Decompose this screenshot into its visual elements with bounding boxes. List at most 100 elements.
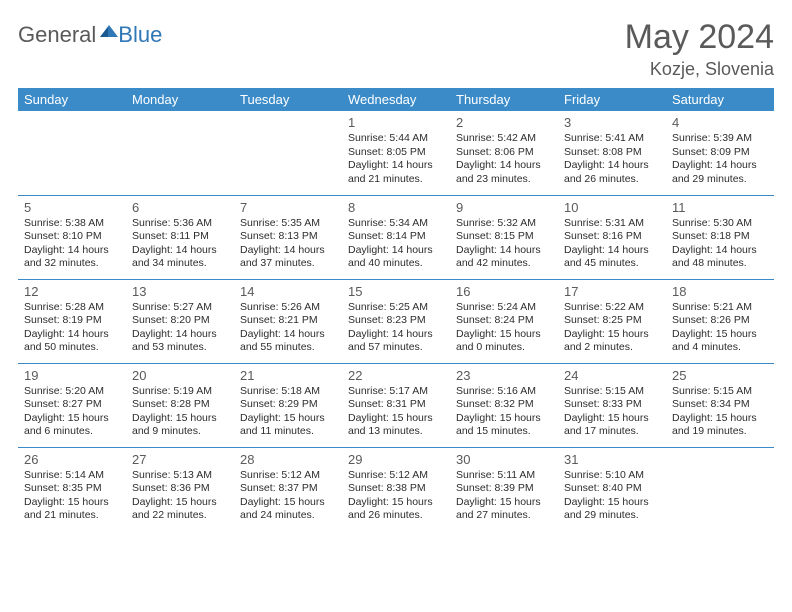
sunrise-text: Sunrise: 5:39 AM — [672, 132, 768, 146]
daylight-text: Daylight: 14 hours — [348, 328, 444, 342]
col-sunday: Sunday — [18, 88, 126, 111]
sunrise-text: Sunrise: 5:42 AM — [456, 132, 552, 146]
daylight-text: and 22 minutes. — [132, 509, 228, 523]
daylight-text: Daylight: 14 hours — [24, 328, 120, 342]
day-number: 10 — [564, 200, 660, 215]
day-number: 16 — [456, 284, 552, 299]
day-number: 23 — [456, 368, 552, 383]
calendar-cell: 13Sunrise: 5:27 AMSunset: 8:20 PMDayligh… — [126, 279, 234, 363]
calendar-table: Sunday Monday Tuesday Wednesday Thursday… — [18, 88, 774, 531]
logo-sail-icon — [100, 23, 120, 39]
daylight-text: Daylight: 15 hours — [240, 496, 336, 510]
sunset-text: Sunset: 8:13 PM — [240, 230, 336, 244]
calendar-cell: 18Sunrise: 5:21 AMSunset: 8:26 PMDayligh… — [666, 279, 774, 363]
header: General Blue May 2024 Kozje, Slovenia — [18, 18, 774, 80]
daylight-text: Daylight: 14 hours — [348, 159, 444, 173]
sunset-text: Sunset: 8:25 PM — [564, 314, 660, 328]
sunrise-text: Sunrise: 5:12 AM — [240, 469, 336, 483]
calendar-cell: 27Sunrise: 5:13 AMSunset: 8:36 PMDayligh… — [126, 447, 234, 531]
sunrise-text: Sunrise: 5:38 AM — [24, 217, 120, 231]
daylight-text: and 9 minutes. — [132, 425, 228, 439]
sunrise-text: Sunrise: 5:35 AM — [240, 217, 336, 231]
calendar-cell: 15Sunrise: 5:25 AMSunset: 8:23 PMDayligh… — [342, 279, 450, 363]
day-number: 4 — [672, 115, 768, 130]
calendar-cell: 28Sunrise: 5:12 AMSunset: 8:37 PMDayligh… — [234, 447, 342, 531]
daylight-text: Daylight: 15 hours — [564, 328, 660, 342]
sunrise-text: Sunrise: 5:26 AM — [240, 301, 336, 315]
daylight-text: and 40 minutes. — [348, 257, 444, 271]
day-number: 1 — [348, 115, 444, 130]
daylight-text: and 26 minutes. — [348, 509, 444, 523]
sunset-text: Sunset: 8:33 PM — [564, 398, 660, 412]
daylight-text: Daylight: 14 hours — [132, 244, 228, 258]
calendar-cell: 24Sunrise: 5:15 AMSunset: 8:33 PMDayligh… — [558, 363, 666, 447]
calendar-cell: 1 Sunrise: 5:44 AMSunset: 8:05 PMDaylight… — [342, 111, 450, 195]
daylight-text: Daylight: 15 hours — [348, 496, 444, 510]
calendar-cell: 8Sunrise: 5:34 AMSunset: 8:14 PMDaylight… — [342, 195, 450, 279]
daylight-text: Daylight: 14 hours — [240, 244, 336, 258]
calendar-cell — [18, 111, 126, 195]
sunset-text: Sunset: 8:32 PM — [456, 398, 552, 412]
sunrise-text: Sunrise: 5:34 AM — [348, 217, 444, 231]
sunrise-text: Sunrise: 5:21 AM — [672, 301, 768, 315]
sunrise-text: Sunrise: 5:44 AM — [348, 132, 444, 146]
daylight-text: and 37 minutes. — [240, 257, 336, 271]
sunrise-text: Sunrise: 5:36 AM — [132, 217, 228, 231]
daylight-text: and 13 minutes. — [348, 425, 444, 439]
calendar-cell: 4 Sunrise: 5:39 AMSunset: 8:09 PMDaylight… — [666, 111, 774, 195]
sunset-text: Sunset: 8:26 PM — [672, 314, 768, 328]
daylight-text: Daylight: 14 hours — [456, 159, 552, 173]
daylight-text: and 34 minutes. — [132, 257, 228, 271]
daylight-text: and 29 minutes. — [564, 509, 660, 523]
day-number: 18 — [672, 284, 768, 299]
daylight-text: Daylight: 14 hours — [564, 159, 660, 173]
sunrise-text: Sunrise: 5:28 AM — [24, 301, 120, 315]
daylight-text: Daylight: 14 hours — [672, 159, 768, 173]
sunrise-text: Sunrise: 5:12 AM — [348, 469, 444, 483]
day-number: 3 — [564, 115, 660, 130]
sunrise-text: Sunrise: 5:25 AM — [348, 301, 444, 315]
sunrise-text: Sunrise: 5:10 AM — [564, 469, 660, 483]
calendar-cell: 10Sunrise: 5:31 AMSunset: 8:16 PMDayligh… — [558, 195, 666, 279]
calendar-cell: 9Sunrise: 5:32 AMSunset: 8:15 PMDaylight… — [450, 195, 558, 279]
daylight-text: and 29 minutes. — [672, 173, 768, 187]
calendar-cell: 5Sunrise: 5:38 AMSunset: 8:10 PMDaylight… — [18, 195, 126, 279]
daylight-text: and 4 minutes. — [672, 341, 768, 355]
calendar-week: 12Sunrise: 5:28 AMSunset: 8:19 PMDayligh… — [18, 279, 774, 363]
calendar-cell: 20Sunrise: 5:19 AMSunset: 8:28 PMDayligh… — [126, 363, 234, 447]
sunrise-text: Sunrise: 5:27 AM — [132, 301, 228, 315]
sunset-text: Sunset: 8:37 PM — [240, 482, 336, 496]
sunset-text: Sunset: 8:06 PM — [456, 146, 552, 160]
sunset-text: Sunset: 8:29 PM — [240, 398, 336, 412]
sunset-text: Sunset: 8:05 PM — [348, 146, 444, 160]
daylight-text: and 53 minutes. — [132, 341, 228, 355]
calendar-cell — [666, 447, 774, 531]
daylight-text: and 32 minutes. — [24, 257, 120, 271]
daylight-text: and 11 minutes. — [240, 425, 336, 439]
logo: General Blue — [18, 18, 162, 48]
calendar-cell: 2Sunrise: 5:42 AMSunset: 8:06 PMDaylight… — [450, 111, 558, 195]
day-number: 29 — [348, 452, 444, 467]
day-number: 25 — [672, 368, 768, 383]
sunset-text: Sunset: 8:23 PM — [348, 314, 444, 328]
daylight-text: Daylight: 15 hours — [456, 412, 552, 426]
month-title: May 2024 — [625, 18, 774, 57]
sunrise-text: Sunrise: 5:14 AM — [24, 469, 120, 483]
day-number: 14 — [240, 284, 336, 299]
daylight-text: and 23 minutes. — [456, 173, 552, 187]
daylight-text: and 48 minutes. — [672, 257, 768, 271]
col-friday: Friday — [558, 88, 666, 111]
calendar-cell: 14Sunrise: 5:26 AMSunset: 8:21 PMDayligh… — [234, 279, 342, 363]
daylight-text: Daylight: 15 hours — [564, 412, 660, 426]
daylight-text: Daylight: 15 hours — [672, 412, 768, 426]
daylight-text: Daylight: 15 hours — [564, 496, 660, 510]
calendar-cell: 19Sunrise: 5:20 AMSunset: 8:27 PMDayligh… — [18, 363, 126, 447]
calendar-cell: 21Sunrise: 5:18 AMSunset: 8:29 PMDayligh… — [234, 363, 342, 447]
sunrise-text: Sunrise: 5:18 AM — [240, 385, 336, 399]
day-number: 26 — [24, 452, 120, 467]
sunset-text: Sunset: 8:09 PM — [672, 146, 768, 160]
sunset-text: Sunset: 8:36 PM — [132, 482, 228, 496]
sunset-text: Sunset: 8:35 PM — [24, 482, 120, 496]
calendar-cell: 23Sunrise: 5:16 AMSunset: 8:32 PMDayligh… — [450, 363, 558, 447]
daylight-text: and 17 minutes. — [564, 425, 660, 439]
